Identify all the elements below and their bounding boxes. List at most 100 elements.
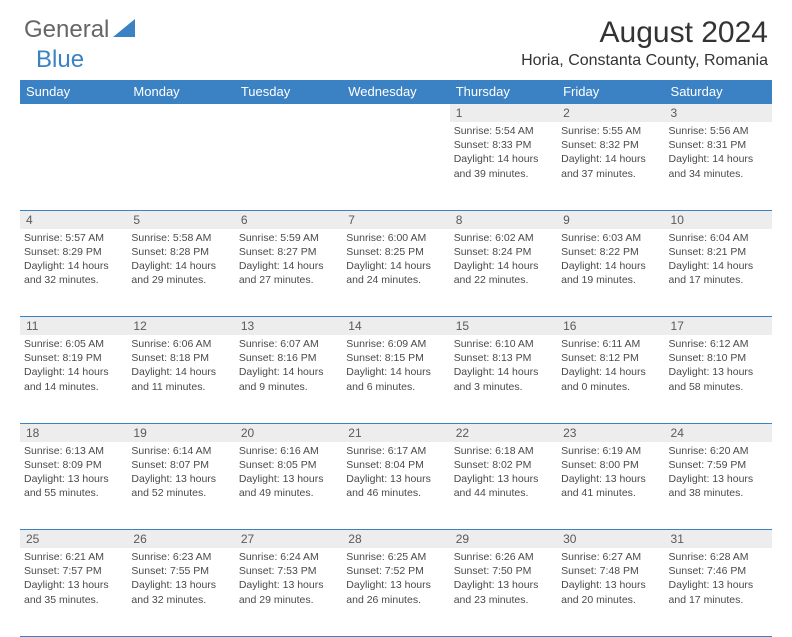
- daylight-text: Daylight: 13 hours and 38 minutes.: [669, 472, 768, 500]
- calendar-cell: Sunrise: 6:06 AMSunset: 8:18 PMDaylight:…: [127, 335, 234, 423]
- calendar-cell: Sunrise: 6:16 AMSunset: 8:05 PMDaylight:…: [235, 442, 342, 530]
- day-header: Saturday: [665, 80, 772, 104]
- daylight-text: Daylight: 13 hours and 26 minutes.: [346, 578, 445, 606]
- day-number-cell: 19: [127, 423, 234, 442]
- sunset-text: Sunset: 8:09 PM: [24, 458, 123, 472]
- logo-text-2: Blue: [36, 46, 84, 74]
- daylight-text: Daylight: 14 hours and 6 minutes.: [346, 365, 445, 393]
- sunrise-text: Sunrise: 6:12 AM: [669, 337, 768, 351]
- sunrise-text: Sunrise: 6:00 AM: [346, 231, 445, 245]
- sunset-text: Sunset: 8:10 PM: [669, 351, 768, 365]
- sunrise-text: Sunrise: 6:28 AM: [669, 550, 768, 564]
- day-number-cell: 30: [557, 530, 664, 549]
- sunrise-text: Sunrise: 6:18 AM: [454, 444, 553, 458]
- day-number-cell: [342, 104, 449, 123]
- calendar-cell: Sunrise: 6:27 AMSunset: 7:48 PMDaylight:…: [557, 548, 664, 636]
- day-number-cell: 16: [557, 317, 664, 336]
- day-number-cell: 1: [450, 104, 557, 123]
- sunrise-text: Sunrise: 6:17 AM: [346, 444, 445, 458]
- calendar-cell: Sunrise: 6:09 AMSunset: 8:15 PMDaylight:…: [342, 335, 449, 423]
- daylight-text: Daylight: 13 hours and 46 minutes.: [346, 472, 445, 500]
- day-number-cell: 9: [557, 210, 664, 229]
- calendar-week-row: Sunrise: 5:57 AMSunset: 8:29 PMDaylight:…: [20, 229, 772, 317]
- daylight-text: Daylight: 13 hours and 17 minutes.: [669, 578, 768, 606]
- sunrise-text: Sunrise: 6:10 AM: [454, 337, 553, 351]
- sunset-text: Sunset: 8:18 PM: [131, 351, 230, 365]
- sunset-text: Sunset: 8:33 PM: [454, 138, 553, 152]
- day-number-cell: 6: [235, 210, 342, 229]
- calendar-cell: Sunrise: 6:26 AMSunset: 7:50 PMDaylight:…: [450, 548, 557, 636]
- day-number-cell: 2: [557, 104, 664, 123]
- daylight-text: Daylight: 14 hours and 24 minutes.: [346, 259, 445, 287]
- calendar-cell: Sunrise: 6:03 AMSunset: 8:22 PMDaylight:…: [557, 229, 664, 317]
- daylight-text: Daylight: 13 hours and 58 minutes.: [669, 365, 768, 393]
- day-number-cell: 14: [342, 317, 449, 336]
- sunset-text: Sunset: 7:55 PM: [131, 564, 230, 578]
- sunrise-text: Sunrise: 6:05 AM: [24, 337, 123, 351]
- day-header: Wednesday: [342, 80, 449, 104]
- sunrise-text: Sunrise: 6:27 AM: [561, 550, 660, 564]
- sunrise-text: Sunrise: 6:03 AM: [561, 231, 660, 245]
- sunrise-text: Sunrise: 6:06 AM: [131, 337, 230, 351]
- calendar-table: SundayMondayTuesdayWednesdayThursdayFrid…: [20, 80, 772, 637]
- sunset-text: Sunset: 8:02 PM: [454, 458, 553, 472]
- page-header: General August 2024 Horia, Constanta Cou…: [0, 0, 792, 76]
- title-block: August 2024 Horia, Constanta County, Rom…: [521, 16, 768, 70]
- calendar-cell: Sunrise: 6:24 AMSunset: 7:53 PMDaylight:…: [235, 548, 342, 636]
- calendar-cell: [342, 122, 449, 210]
- day-number-cell: 8: [450, 210, 557, 229]
- calendar-cell: Sunrise: 6:13 AMSunset: 8:09 PMDaylight:…: [20, 442, 127, 530]
- sunset-text: Sunset: 8:15 PM: [346, 351, 445, 365]
- sunrise-text: Sunrise: 5:59 AM: [239, 231, 338, 245]
- calendar-cell: Sunrise: 6:02 AMSunset: 8:24 PMDaylight:…: [450, 229, 557, 317]
- daylight-text: Daylight: 14 hours and 37 minutes.: [561, 152, 660, 180]
- daylight-text: Daylight: 14 hours and 11 minutes.: [131, 365, 230, 393]
- calendar-cell: Sunrise: 5:59 AMSunset: 8:27 PMDaylight:…: [235, 229, 342, 317]
- daylight-text: Daylight: 14 hours and 29 minutes.: [131, 259, 230, 287]
- day-number-cell: 25: [20, 530, 127, 549]
- calendar-cell: [235, 122, 342, 210]
- sunset-text: Sunset: 8:25 PM: [346, 245, 445, 259]
- calendar-cell: Sunrise: 6:20 AMSunset: 7:59 PMDaylight:…: [665, 442, 772, 530]
- calendar-cell: Sunrise: 6:12 AMSunset: 8:10 PMDaylight:…: [665, 335, 772, 423]
- daylight-text: Daylight: 14 hours and 14 minutes.: [24, 365, 123, 393]
- sunrise-text: Sunrise: 5:55 AM: [561, 124, 660, 138]
- day-number-cell: 17: [665, 317, 772, 336]
- daylight-text: Daylight: 14 hours and 3 minutes.: [454, 365, 553, 393]
- sunset-text: Sunset: 7:50 PM: [454, 564, 553, 578]
- logo-triangle-icon: [113, 16, 135, 44]
- daylight-text: Daylight: 14 hours and 22 minutes.: [454, 259, 553, 287]
- sunrise-text: Sunrise: 6:09 AM: [346, 337, 445, 351]
- calendar-cell: [127, 122, 234, 210]
- sunset-text: Sunset: 8:28 PM: [131, 245, 230, 259]
- calendar-cell: Sunrise: 5:58 AMSunset: 8:28 PMDaylight:…: [127, 229, 234, 317]
- sunset-text: Sunset: 8:22 PM: [561, 245, 660, 259]
- sunset-text: Sunset: 8:29 PM: [24, 245, 123, 259]
- calendar-header-row: SundayMondayTuesdayWednesdayThursdayFrid…: [20, 80, 772, 104]
- calendar-cell: Sunrise: 6:28 AMSunset: 7:46 PMDaylight:…: [665, 548, 772, 636]
- sunrise-text: Sunrise: 6:19 AM: [561, 444, 660, 458]
- day-number-cell: 12: [127, 317, 234, 336]
- daylight-text: Daylight: 14 hours and 9 minutes.: [239, 365, 338, 393]
- sunset-text: Sunset: 7:53 PM: [239, 564, 338, 578]
- daylight-text: Daylight: 13 hours and 23 minutes.: [454, 578, 553, 606]
- daylight-text: Daylight: 14 hours and 17 minutes.: [669, 259, 768, 287]
- day-number-cell: 24: [665, 423, 772, 442]
- sunrise-text: Sunrise: 6:23 AM: [131, 550, 230, 564]
- sunset-text: Sunset: 7:57 PM: [24, 564, 123, 578]
- calendar-cell: Sunrise: 6:17 AMSunset: 8:04 PMDaylight:…: [342, 442, 449, 530]
- day-number-cell: 22: [450, 423, 557, 442]
- sunset-text: Sunset: 8:32 PM: [561, 138, 660, 152]
- sunset-text: Sunset: 8:19 PM: [24, 351, 123, 365]
- sunset-text: Sunset: 8:13 PM: [454, 351, 553, 365]
- day-number-cell: 7: [342, 210, 449, 229]
- daylight-text: Daylight: 14 hours and 19 minutes.: [561, 259, 660, 287]
- day-number-row: 11121314151617: [20, 317, 772, 336]
- logo: General: [24, 16, 135, 44]
- day-number-cell: 23: [557, 423, 664, 442]
- sunrise-text: Sunrise: 6:25 AM: [346, 550, 445, 564]
- day-number-cell: 27: [235, 530, 342, 549]
- sunrise-text: Sunrise: 5:56 AM: [669, 124, 768, 138]
- day-number-cell: 31: [665, 530, 772, 549]
- sunset-text: Sunset: 8:21 PM: [669, 245, 768, 259]
